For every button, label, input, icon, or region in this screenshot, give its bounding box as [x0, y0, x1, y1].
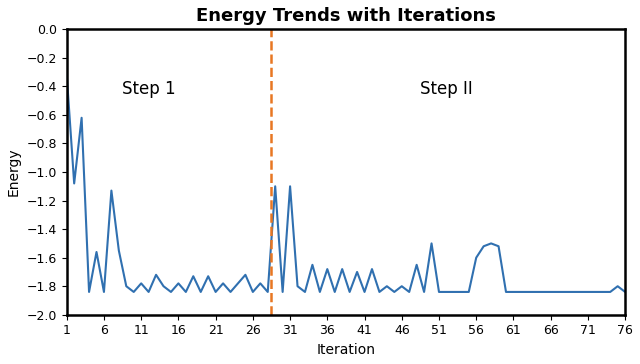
Title: Energy Trends with Iterations: Energy Trends with Iterations [196, 7, 496, 25]
X-axis label: Iteration: Iteration [316, 343, 376, 357]
Text: Step 1: Step 1 [122, 80, 175, 98]
Text: Step II: Step II [420, 80, 473, 98]
Y-axis label: Energy: Energy [7, 148, 21, 196]
